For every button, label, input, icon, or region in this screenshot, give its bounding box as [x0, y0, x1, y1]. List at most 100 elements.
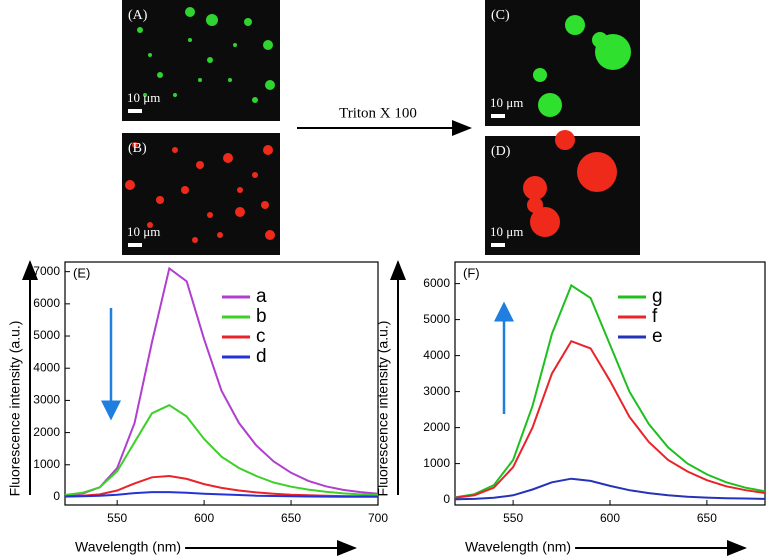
- particle: [132, 142, 138, 148]
- particle: [233, 43, 237, 47]
- particle: [207, 57, 213, 63]
- y-tick-label: 6000: [33, 296, 60, 310]
- scale-label: 10 μm: [490, 224, 523, 239]
- particle: [252, 97, 258, 103]
- micrograph: [485, 136, 640, 255]
- scale-bar: [491, 243, 505, 247]
- particle: [173, 93, 177, 97]
- plot-frame: [454, 261, 766, 506]
- y-tick-label: 0: [53, 489, 60, 503]
- legend-label: c: [256, 326, 266, 347]
- y-tick-label: 5000: [423, 312, 450, 326]
- y-tick-label: 4000: [33, 360, 60, 374]
- legend-label: d: [256, 346, 267, 367]
- legend-label: e: [652, 326, 663, 347]
- particle: [265, 80, 275, 90]
- scale-label: 10 μm: [127, 90, 160, 105]
- scale-bar: [491, 114, 505, 118]
- y-axis-label: Fluorescence intensity (a.u.): [7, 321, 23, 497]
- panel-label: (E): [73, 265, 90, 280]
- particle: [206, 14, 218, 26]
- particle: [555, 130, 575, 150]
- particle: [565, 15, 585, 35]
- particle: [125, 180, 135, 190]
- x-tick-label: 600: [194, 511, 214, 525]
- particle: [592, 32, 608, 48]
- y-tick-label: 6000: [423, 276, 450, 290]
- micrograph: [122, 133, 280, 255]
- particle: [217, 232, 223, 238]
- particle: [523, 176, 547, 200]
- series-line: [64, 491, 378, 498]
- legend-label: b: [256, 306, 267, 327]
- particle: [192, 237, 198, 243]
- plot-frame: [64, 261, 379, 506]
- particle: [263, 145, 273, 155]
- x-tick-label: 550: [107, 511, 127, 525]
- particle: [237, 187, 243, 193]
- particle: [527, 197, 543, 213]
- particle: [235, 207, 245, 217]
- y-tick-label: 4000: [423, 348, 450, 362]
- panel-label: (D): [491, 144, 511, 159]
- y-tick-label: 3000: [33, 393, 60, 407]
- particle: [577, 152, 617, 192]
- panel-label: (F): [463, 265, 480, 280]
- particle: [198, 78, 202, 82]
- particle: [148, 53, 152, 57]
- particle: [223, 153, 233, 163]
- particle: [244, 18, 252, 26]
- y-tick-label: 2000: [423, 420, 450, 434]
- particle: [263, 40, 273, 50]
- particle: [157, 72, 163, 78]
- y-tick-label: 7000: [33, 264, 60, 278]
- particle: [156, 196, 164, 204]
- series-line: [454, 477, 766, 501]
- series-line: [64, 404, 379, 496]
- series-line: [454, 339, 766, 499]
- particle: [143, 93, 147, 97]
- panel-label: (A): [128, 8, 148, 23]
- particle: [530, 207, 560, 237]
- particle: [252, 172, 258, 178]
- x-axis-label: Wavelength (nm): [465, 539, 571, 555]
- particle: [185, 7, 195, 17]
- particle: [172, 147, 178, 153]
- series-line: [64, 266, 379, 497]
- x-tick-label: 650: [697, 511, 717, 525]
- x-tick-label: 600: [600, 511, 620, 525]
- particle: [137, 27, 143, 33]
- panel-label: (C): [491, 8, 510, 23]
- y-tick-label: 1000: [423, 456, 450, 470]
- x-tick-label: 650: [281, 511, 301, 525]
- particle: [228, 78, 232, 82]
- particle: [188, 38, 192, 42]
- legend-label: g: [652, 286, 663, 307]
- y-tick-label: 3000: [423, 384, 450, 398]
- particle: [207, 212, 213, 218]
- legend-label: a: [256, 286, 267, 307]
- legend-label: f: [652, 306, 658, 327]
- particle: [538, 93, 562, 117]
- scale-label: 10 μm: [127, 224, 160, 239]
- x-tick-label: 700: [368, 511, 388, 525]
- particle: [196, 161, 204, 169]
- y-tick-label: 5000: [33, 328, 60, 342]
- arrow-label: Triton X 100: [339, 105, 417, 121]
- scale-bar: [128, 109, 142, 113]
- y-tick-label: 0: [443, 492, 450, 506]
- particle: [265, 230, 275, 240]
- particle: [147, 222, 153, 228]
- particle: [181, 186, 189, 194]
- y-tick-label: 2000: [33, 425, 60, 439]
- y-tick-label: 1000: [33, 457, 60, 471]
- y-axis-label: Fluorescence intensity (a.u.): [375, 321, 391, 497]
- particle: [261, 201, 269, 209]
- series-line: [454, 283, 766, 499]
- scale-label: 10 μm: [490, 95, 523, 110]
- particle: [533, 68, 547, 82]
- x-axis-label: Wavelength (nm): [75, 539, 181, 555]
- panel-label: (B): [128, 141, 147, 156]
